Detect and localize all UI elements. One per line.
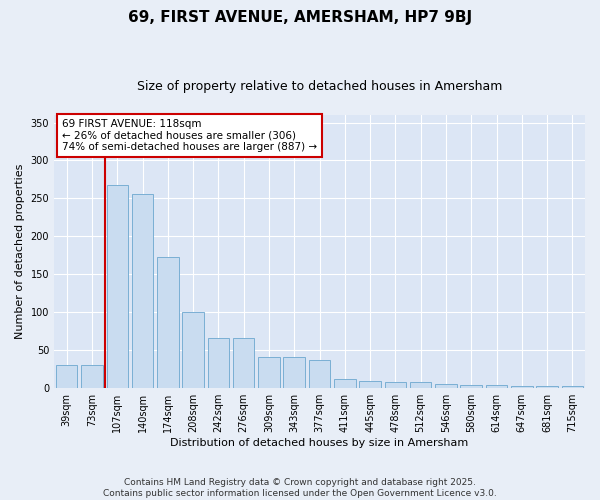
Bar	[182, 312, 204, 388]
Bar	[107, 184, 128, 388]
Bar	[81, 365, 103, 388]
Bar	[157, 258, 179, 388]
Bar	[132, 194, 153, 388]
Bar	[486, 384, 507, 388]
Bar	[511, 386, 533, 388]
Bar	[258, 356, 280, 388]
Bar	[536, 386, 558, 388]
Bar	[385, 382, 406, 388]
X-axis label: Distribution of detached houses by size in Amersham: Distribution of detached houses by size …	[170, 438, 469, 448]
Title: Size of property relative to detached houses in Amersham: Size of property relative to detached ho…	[137, 80, 502, 93]
Bar	[334, 378, 356, 388]
Bar	[283, 356, 305, 388]
Text: Contains HM Land Registry data © Crown copyright and database right 2025.
Contai: Contains HM Land Registry data © Crown c…	[103, 478, 497, 498]
Bar	[359, 381, 381, 388]
Bar	[562, 386, 583, 388]
Text: 69, FIRST AVENUE, AMERSHAM, HP7 9BJ: 69, FIRST AVENUE, AMERSHAM, HP7 9BJ	[128, 10, 472, 25]
Bar	[208, 338, 229, 388]
Bar	[460, 384, 482, 388]
Bar	[309, 360, 330, 388]
Bar	[56, 365, 77, 388]
Text: 69 FIRST AVENUE: 118sqm
← 26% of detached houses are smaller (306)
74% of semi-d: 69 FIRST AVENUE: 118sqm ← 26% of detache…	[62, 119, 317, 152]
Bar	[233, 338, 254, 388]
Bar	[410, 382, 431, 388]
Bar	[435, 384, 457, 388]
Y-axis label: Number of detached properties: Number of detached properties	[15, 164, 25, 339]
